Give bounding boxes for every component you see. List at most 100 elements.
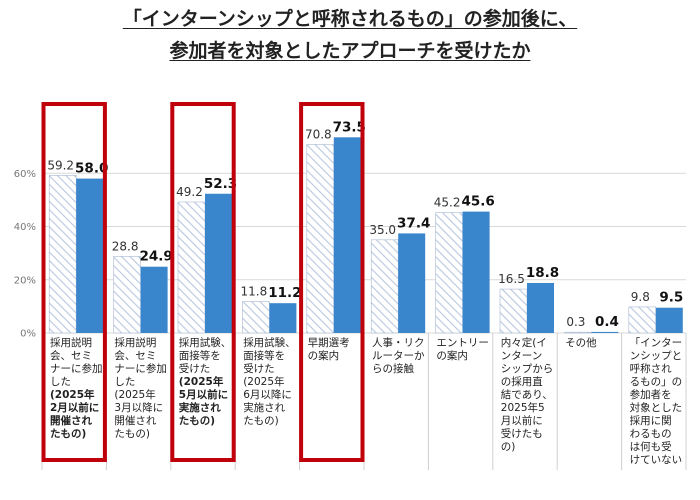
category-label-line: (2025年 bbox=[114, 389, 156, 401]
bar-series-2 bbox=[205, 193, 232, 333]
category-label-line: ナーに参加 bbox=[114, 363, 167, 375]
category-label: エントリー の案内 bbox=[436, 337, 490, 363]
data-label-series-1: 49.2 bbox=[176, 185, 203, 199]
category-label-line: 3月以降に bbox=[114, 402, 164, 414]
category-label-line: 「インター bbox=[629, 337, 683, 349]
bar-series-1 bbox=[370, 239, 399, 334]
category-label-line: の) bbox=[500, 441, 516, 453]
highlight-frame bbox=[299, 102, 365, 462]
bar-series-1 bbox=[628, 306, 657, 334]
data-label-series-2: 18.8 bbox=[526, 265, 559, 281]
category-label-line: 人事・リク bbox=[372, 337, 425, 349]
bar-series-2 bbox=[333, 137, 361, 333]
category-label-line: 採用に関 bbox=[629, 415, 672, 427]
category-label-line: その他 bbox=[565, 337, 597, 349]
category-label-line: (2025年 bbox=[178, 376, 224, 388]
category-label-line: 早期選考 bbox=[307, 337, 350, 349]
category-label-line: ンシップと bbox=[629, 350, 683, 362]
bar-series-2 bbox=[462, 211, 490, 333]
category-label-line: 結であり、 bbox=[500, 389, 553, 401]
category-label-line: 開催され bbox=[50, 415, 92, 427]
data-label-series-1: 0.3 bbox=[566, 315, 585, 329]
category-label-line: 採用説明 bbox=[114, 337, 157, 349]
category-label-line: 月以前に bbox=[500, 415, 543, 427]
bar-series-1 bbox=[435, 212, 463, 334]
category-label-line: 参加者を bbox=[629, 389, 672, 401]
category-label: 採用説明 会、セミ ナーに参加 した (2025年 2月以前に 開催され たもの) bbox=[50, 337, 104, 441]
category-label: 採用説明 会、セミ ナーに参加 した (2025年 3月以降に 開催され たもの) bbox=[114, 337, 168, 441]
bar-series-1 bbox=[177, 201, 206, 334]
category-label-line: 内々定(イ bbox=[500, 337, 547, 349]
category-label-line: は何も受 bbox=[629, 441, 672, 453]
y-tick-label: 0% bbox=[20, 329, 36, 340]
category-label-line: 対象とした bbox=[629, 402, 683, 414]
category-label: 「インター ンシップと 呼称され るもの」の 参加者を 対象とした 採用に関 わるもの は何も受… bbox=[630, 337, 684, 467]
bar-series-2 bbox=[269, 303, 297, 333]
data-label-series-2: 11.2 bbox=[268, 285, 301, 301]
category-label-line: たもの) bbox=[50, 428, 87, 440]
category-label-line: ナーに参加 bbox=[50, 363, 103, 375]
category-label-line: の案内 bbox=[307, 350, 340, 362]
data-label-series-1: 28.8 bbox=[112, 239, 139, 253]
category-label-line: ルーターか bbox=[372, 350, 425, 362]
bar-series-2 bbox=[398, 233, 426, 333]
category-label-line: わるもの bbox=[629, 428, 672, 440]
y-tick-label: 60% bbox=[14, 169, 36, 180]
category-label-line: 5月以前に bbox=[178, 389, 229, 401]
data-label-series-1: 70.8 bbox=[305, 127, 332, 141]
category-label-line: 面接等を bbox=[243, 350, 286, 362]
data-label-series-2: 52.3 bbox=[204, 176, 237, 192]
category-label: 内々定(イ ンターン シップから の採用直 結であり、 2025年5 月以前に 受けたも の) bbox=[501, 337, 555, 454]
category-label-line: した bbox=[50, 376, 71, 388]
category-label-line: たもの) bbox=[178, 415, 216, 427]
chart-title-line-1: 「インターンシップと呼称されるもの」の参加後に、 bbox=[122, 8, 578, 30]
category-label-line: シップから bbox=[500, 363, 554, 375]
category-label-line: 実施され bbox=[243, 402, 286, 414]
data-label-series-1: 16.5 bbox=[498, 272, 525, 286]
category-label-line: 2月以前に bbox=[50, 402, 100, 414]
category-label-line: 呼称され bbox=[629, 363, 672, 375]
y-tick-label: 40% bbox=[14, 222, 36, 233]
bar-series-1 bbox=[242, 301, 270, 334]
category-label-line: 受けたも bbox=[500, 428, 543, 440]
category-label-line: 会、セミ bbox=[114, 350, 157, 362]
category-label-line: (2025年 bbox=[50, 389, 95, 401]
data-label-series-2: 37.4 bbox=[397, 215, 430, 231]
category-label-line: エントリー bbox=[436, 337, 489, 349]
category-label-line: の採用直 bbox=[500, 376, 543, 388]
highlight-frame bbox=[41, 102, 107, 462]
bar-series-1 bbox=[113, 256, 141, 334]
category-label-line: (2025年 bbox=[243, 376, 285, 388]
bar-series-2 bbox=[140, 266, 168, 333]
category-label-line: るもの」の bbox=[629, 376, 683, 388]
data-label-series-1: 11.8 bbox=[241, 285, 268, 299]
data-label-series-2: 45.6 bbox=[461, 194, 494, 210]
bar-series-1 bbox=[48, 175, 77, 334]
data-label-series-2: 24.9 bbox=[139, 249, 172, 265]
bar-series-1 bbox=[306, 144, 335, 334]
bar-series-1 bbox=[564, 331, 592, 334]
bar-series-2 bbox=[655, 307, 683, 333]
category-label: 人事・リク ルーターか らの接触 bbox=[372, 337, 426, 376]
category-label-line: けていない bbox=[629, 454, 683, 466]
bar-series-2 bbox=[527, 282, 554, 333]
data-label-series-1: 45.2 bbox=[434, 196, 461, 210]
category-label-line: 採用説明 bbox=[50, 337, 92, 349]
category-label-line: 開催され bbox=[114, 415, 157, 427]
data-label-series-2: 58.0 bbox=[75, 161, 108, 177]
data-label-series-1: 59.2 bbox=[47, 158, 74, 172]
y-tick-label: 20% bbox=[14, 275, 36, 286]
data-label-series-2: 73.5 bbox=[333, 119, 366, 135]
category-label-line: 採用試験、 bbox=[178, 337, 232, 349]
category-label-line: らの接触 bbox=[372, 363, 414, 375]
category-label-line: たもの) bbox=[114, 428, 150, 440]
category-label: 早期選考 の案内 bbox=[308, 337, 362, 363]
data-label-series-1: 9.8 bbox=[631, 290, 650, 304]
category-label-line: 面接等を bbox=[178, 350, 221, 362]
category-label-line: 会、セミ bbox=[50, 350, 92, 362]
category-label: 採用試験、 面接等を 受けた (2025年 6月以降に 実施され たもの) bbox=[243, 337, 297, 428]
bar-series-2 bbox=[76, 178, 104, 333]
category-label-line: たもの) bbox=[243, 415, 279, 427]
category-label: 採用試験、 面接等を 受けた (2025年 5月以前に 実施され たもの) bbox=[179, 337, 233, 428]
